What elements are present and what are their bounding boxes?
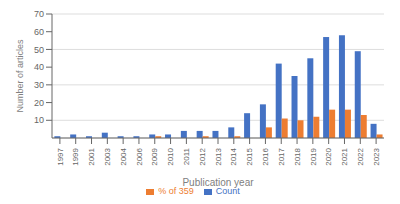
svg-text:2006: 2006 bbox=[135, 147, 144, 165]
svg-text:2015: 2015 bbox=[245, 147, 254, 165]
svg-text:40: 40 bbox=[34, 62, 44, 72]
html-text:% of 359: % of 359 bbox=[158, 186, 194, 196]
svg-text:2017: 2017 bbox=[277, 147, 286, 165]
svg-text:2004: 2004 bbox=[119, 147, 128, 165]
svg-text:2018: 2018 bbox=[293, 147, 302, 165]
svg-text:1997: 1997 bbox=[56, 147, 65, 165]
svg-text:10: 10 bbox=[34, 115, 44, 125]
html-text:Count: Count bbox=[215, 186, 240, 196]
svg-text:Publication year: Publication year bbox=[182, 177, 254, 188]
svg-text:50: 50 bbox=[34, 45, 44, 55]
svg-text:2023: 2023 bbox=[372, 147, 381, 165]
svg-text:70: 70 bbox=[34, 9, 44, 19]
svg-text:2011: 2011 bbox=[182, 147, 191, 165]
svg-text:2001: 2001 bbox=[87, 147, 96, 165]
svg-text:2019: 2019 bbox=[309, 147, 318, 165]
svg-text:2014: 2014 bbox=[229, 147, 238, 165]
svg-text:20: 20 bbox=[34, 98, 44, 108]
svg-text:2003: 2003 bbox=[103, 147, 112, 165]
svg-text:2012: 2012 bbox=[198, 147, 207, 165]
svg-text:1999: 1999 bbox=[71, 147, 80, 165]
svg-text:60: 60 bbox=[34, 27, 44, 37]
svg-text:2020: 2020 bbox=[324, 147, 333, 165]
svg-text:2022: 2022 bbox=[356, 147, 365, 165]
svg-text:Number of articles: Number of articles bbox=[15, 39, 25, 113]
svg-text:30: 30 bbox=[34, 80, 44, 90]
svg-text:2021: 2021 bbox=[340, 147, 349, 165]
svg-text:2010: 2010 bbox=[166, 147, 175, 165]
svg-text:2009: 2009 bbox=[150, 147, 159, 165]
svg-text:2016: 2016 bbox=[261, 147, 270, 165]
svg-text:2013: 2013 bbox=[214, 147, 223, 165]
